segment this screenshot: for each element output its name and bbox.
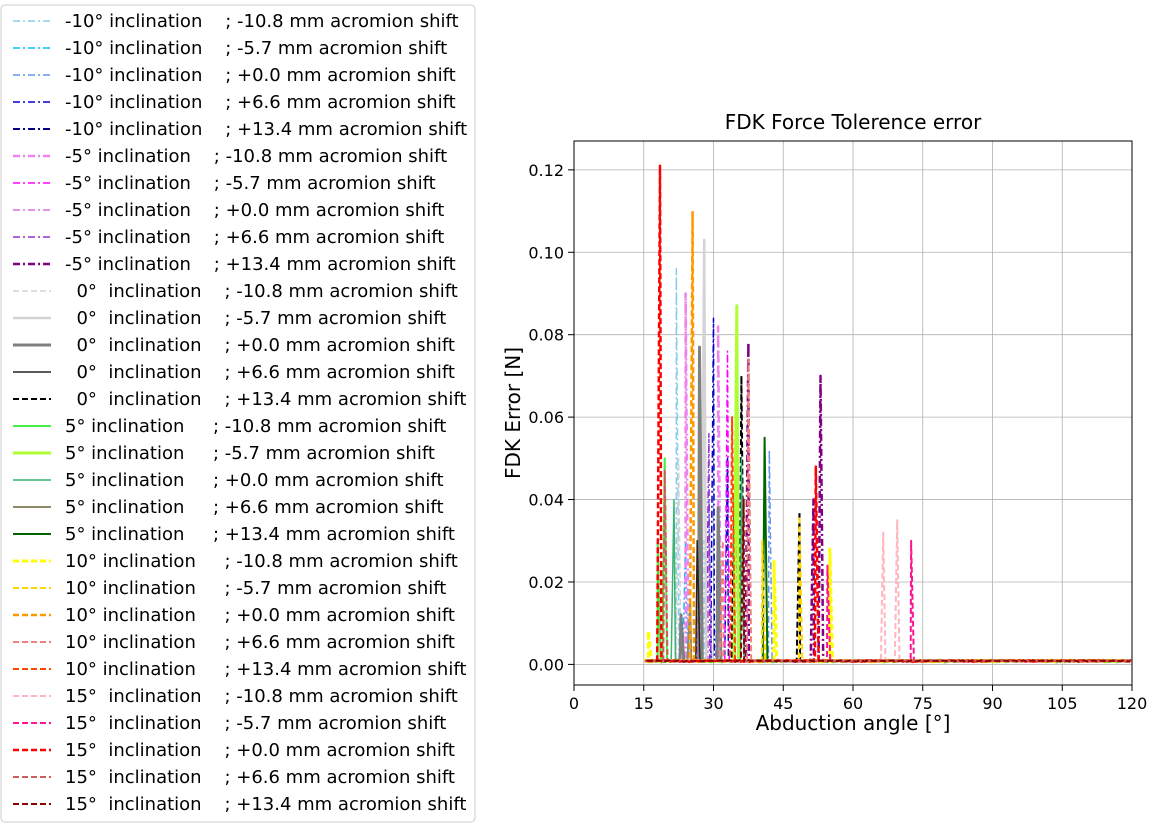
legend-label: 0° inclination ; -10.8 mm acromion shift bbox=[65, 281, 458, 302]
legend-label: 5° inclination ; +6.6 mm acromion shift bbox=[65, 497, 444, 518]
y-tick-label: 0.12 bbox=[528, 161, 564, 180]
y-tick-label: 0.00 bbox=[528, 655, 564, 674]
legend-label: 10° inclination ; +0.0 mm acromion shift bbox=[65, 605, 455, 626]
x-axis-label: Abduction angle [°] bbox=[756, 711, 951, 735]
legend-label: -5° inclination ; +6.6 mm acromion shift bbox=[65, 227, 444, 248]
legend-label: -5° inclination ; +13.4 mm acromion shif… bbox=[65, 254, 456, 275]
axes: 0 15 30 45 60 75 90 105 120 0.00 0.02 0.04 0.06 0.08… bbox=[501, 110, 1147, 735]
legend-label: 0° inclination ; +0.0 mm acromion shift bbox=[65, 335, 455, 356]
legend-label: 15° inclination ; +13.4 mm acromion shif… bbox=[65, 794, 466, 815]
x-tick-label: 0 bbox=[569, 694, 579, 713]
legend-label: 10° inclination ; +6.6 mm acromion shift bbox=[65, 632, 455, 653]
legend-label: -10° inclination ; +0.0 mm acromion shif… bbox=[65, 65, 456, 86]
series-group bbox=[643, 164, 1133, 664]
y-tick-label: 0.02 bbox=[528, 573, 564, 592]
y-ticks: 0.00 0.02 0.04 0.06 0.08 0.10 0.12 bbox=[528, 161, 574, 674]
legend-label: 0° inclination ; +13.4 mm acromion shift bbox=[65, 389, 466, 410]
y-axis-label: FDK Error [N] bbox=[501, 347, 525, 479]
legend-label: -10° inclination ; -10.8 mm acromion shi… bbox=[65, 11, 459, 32]
x-tick-label: 60 bbox=[843, 694, 863, 713]
chart-title: FDK Force Tolerence error bbox=[725, 110, 982, 134]
legend-label: -5° inclination ; +0.0 mm acromion shift bbox=[65, 200, 444, 221]
legend-label: -5° inclination ; -5.7 mm acromion shift bbox=[65, 173, 436, 194]
legend-label: 10° inclination ; -10.8 mm acromion shif… bbox=[65, 551, 458, 572]
x-tick-label: 75 bbox=[913, 694, 933, 713]
legend-label: 5° inclination ; +13.4 mm acromion shift bbox=[65, 524, 455, 545]
legend-label: 15° inclination ; +0.0 mm acromion shift bbox=[65, 740, 455, 761]
legend-label: -10° inclination ; +6.6 mm acromion shif… bbox=[65, 92, 456, 113]
legend-label: -5° inclination ; -10.8 mm acromion shif… bbox=[65, 146, 447, 167]
legend-frame bbox=[0, 4, 476, 823]
y-tick-label: 0.04 bbox=[528, 491, 564, 510]
x-tick-label: 90 bbox=[982, 694, 1002, 713]
legend-label: 0° inclination ; -5.7 mm acromion shift bbox=[65, 308, 446, 329]
x-tick-label: 30 bbox=[703, 694, 723, 713]
legend-items: -10° inclination ; -10.8 mm acromion shi… bbox=[13, 11, 467, 815]
legend-label: 10° inclination ; +13.4 mm acromion shif… bbox=[65, 659, 466, 680]
y-tick-label: 0.10 bbox=[528, 243, 564, 262]
legend-label: 0° inclination ; +6.6 mm acromion shift bbox=[65, 362, 455, 383]
legend: -10° inclination ; -10.8 mm acromion shi… bbox=[0, 4, 476, 823]
legend-label: -10° inclination ; -5.7 mm acromion shif… bbox=[65, 38, 447, 59]
series-line bbox=[646, 498, 1131, 663]
legend-label: 5° inclination ; +0.0 mm acromion shift bbox=[65, 470, 444, 491]
legend-label: 15° inclination ; +6.6 mm acromion shift bbox=[65, 767, 455, 788]
x-tick-label: 15 bbox=[634, 694, 654, 713]
grid bbox=[573, 141, 1133, 685]
x-tick-label: 45 bbox=[773, 694, 793, 713]
legend-label: -10° inclination ; +13.4 mm acromion shi… bbox=[65, 119, 467, 140]
legend-label: 5° inclination ; -10.8 mm acromion shift bbox=[65, 416, 446, 437]
x-ticks: 0 15 30 45 60 75 90 105 120 bbox=[569, 685, 1147, 713]
x-tick-label: 120 bbox=[1117, 694, 1148, 713]
x-tick-label: 105 bbox=[1047, 694, 1078, 713]
y-tick-label: 0.08 bbox=[528, 326, 564, 345]
legend-label: 15° inclination ; -10.8 mm acromion shif… bbox=[65, 686, 458, 707]
legend-label: 15° inclination ; -5.7 mm acromion shift bbox=[65, 713, 446, 734]
legend-label: 5° inclination ; -5.7 mm acromion shift bbox=[65, 443, 435, 464]
y-tick-label: 0.06 bbox=[528, 408, 564, 427]
legend-label: 10° inclination ; -5.7 mm acromion shift bbox=[65, 578, 446, 599]
